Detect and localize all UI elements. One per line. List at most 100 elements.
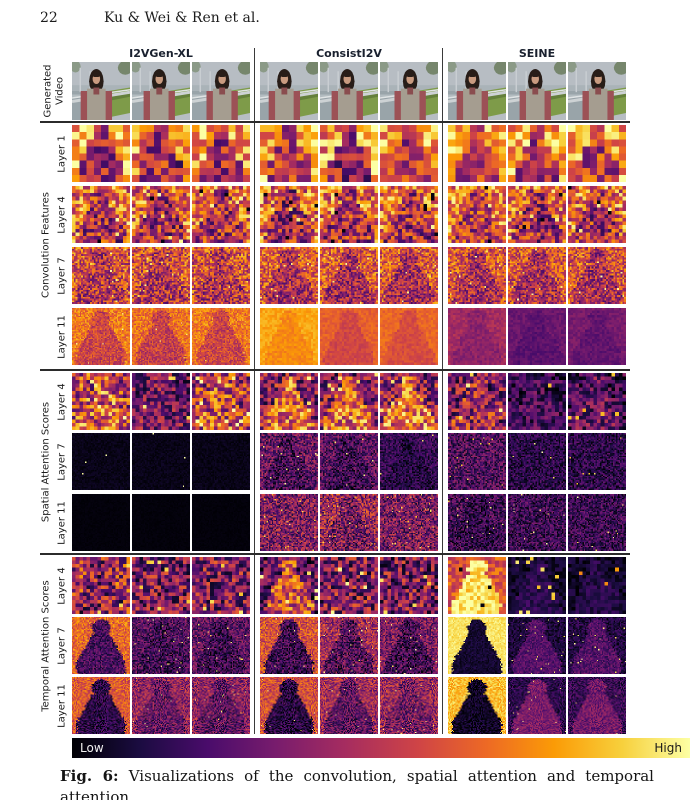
heatmap-cell-I2VGen-XL-f3 bbox=[192, 433, 250, 490]
heatmap-cell-ConsistI2V-f3 bbox=[380, 125, 438, 182]
heatmap-cell-I2VGen-XL-f1 bbox=[72, 677, 130, 734]
heatmap-cell-SEINE-f1 bbox=[448, 186, 506, 243]
heatmap-cell-ConsistI2V-f1 bbox=[260, 186, 318, 243]
page-number: 22 bbox=[40, 10, 58, 26]
heatmap-cell-I2VGen-XL-f1 bbox=[72, 247, 130, 304]
heatmap-cell-SEINE-f3 bbox=[568, 308, 626, 365]
heatmap-cell-ConsistI2V-f1 bbox=[260, 677, 318, 734]
heatmap-cell-ConsistI2V-f3 bbox=[380, 433, 438, 490]
section-separator bbox=[40, 121, 630, 123]
heatmap-cell-I2VGen-XL-f3 bbox=[192, 557, 250, 614]
heatmap-cell-I2VGen-XL-f2 bbox=[132, 677, 190, 734]
heatmap-cell-ConsistI2V-f3 bbox=[380, 617, 438, 674]
heatmap-cell-ConsistI2V-f3 bbox=[380, 308, 438, 365]
heatmap-cell-ConsistI2V-f2 bbox=[320, 557, 378, 614]
heatmap-cell-ConsistI2V-f3 bbox=[380, 247, 438, 304]
heatmap-cell-ConsistI2V-f1 bbox=[260, 617, 318, 674]
heatmap-cell-I2VGen-XL-f2 bbox=[132, 557, 190, 614]
colorbar-low-label: Low bbox=[80, 741, 104, 755]
row-label-layer-4: Layer 4 bbox=[56, 195, 68, 234]
heatmap-cell-SEINE-f1 bbox=[448, 433, 506, 490]
heatmap-cell-SEINE-f3 bbox=[568, 677, 626, 734]
video-frame-I2VGen-XL-f2 bbox=[132, 62, 190, 120]
running-authors: Ku & Wei & Ren et al. bbox=[104, 10, 260, 26]
heatmap-cell-I2VGen-XL-f2 bbox=[132, 373, 190, 430]
video-frame-SEINE-f1 bbox=[448, 62, 506, 120]
row-label-layer-11: Layer 11 bbox=[56, 500, 68, 545]
heatmap-cell-SEINE-f1 bbox=[448, 677, 506, 734]
row-label-layer-7: Layer 7 bbox=[56, 626, 68, 665]
figure-caption: Fig. 6: Visualizations of the convolutio… bbox=[60, 766, 654, 800]
heatmap-cell-SEINE-f2 bbox=[508, 494, 566, 551]
heatmap-cell-ConsistI2V-f2 bbox=[320, 494, 378, 551]
heatmap-cell-ConsistI2V-f2 bbox=[320, 308, 378, 365]
heatmap-cell-SEINE-f3 bbox=[568, 125, 626, 182]
heatmap-cell-I2VGen-XL-f2 bbox=[132, 125, 190, 182]
heatmap-cell-I2VGen-XL-f2 bbox=[132, 433, 190, 490]
heatmap-cell-I2VGen-XL-f3 bbox=[192, 186, 250, 243]
heatmap-cell-SEINE-f2 bbox=[508, 373, 566, 430]
heatmap-cell-I2VGen-XL-f3 bbox=[192, 677, 250, 734]
heatmap-cell-ConsistI2V-f3 bbox=[380, 494, 438, 551]
heatmap-cell-ConsistI2V-f3 bbox=[380, 373, 438, 430]
model-group-divider bbox=[442, 48, 443, 734]
column-header-consisti2v: ConsistI2V bbox=[316, 47, 382, 60]
heatmap-cell-SEINE-f2 bbox=[508, 125, 566, 182]
heatmap-cell-SEINE-f3 bbox=[568, 247, 626, 304]
heatmap-cell-I2VGen-XL-f1 bbox=[72, 494, 130, 551]
heatmap-cell-SEINE-f3 bbox=[568, 617, 626, 674]
section-label-spatial-attention-scores: Spatial Attention Scores bbox=[40, 401, 52, 523]
heatmap-cell-ConsistI2V-f2 bbox=[320, 186, 378, 243]
video-frame-ConsistI2V-f2 bbox=[320, 62, 378, 120]
video-frame-SEINE-f2 bbox=[508, 62, 566, 120]
heatmap-cell-SEINE-f2 bbox=[508, 557, 566, 614]
heatmap-cell-ConsistI2V-f2 bbox=[320, 247, 378, 304]
heatmap-cell-ConsistI2V-f1 bbox=[260, 308, 318, 365]
heatmap-cell-SEINE-f2 bbox=[508, 433, 566, 490]
heatmap-cell-SEINE-f1 bbox=[448, 308, 506, 365]
section-label-temporal-attention-scores: Temporal Attention Scores bbox=[40, 579, 52, 712]
heatmap-cell-SEINE-f1 bbox=[448, 247, 506, 304]
heatmap-cell-ConsistI2V-f1 bbox=[260, 433, 318, 490]
row-label-layer-11: Layer 11 bbox=[56, 314, 68, 359]
heatmap-cell-SEINE-f2 bbox=[508, 677, 566, 734]
heatmap-cell-I2VGen-XL-f3 bbox=[192, 617, 250, 674]
row-label-generated-video: Generated Video bbox=[42, 64, 66, 118]
heatmap-cell-SEINE-f3 bbox=[568, 494, 626, 551]
heatmap-cell-SEINE-f3 bbox=[568, 186, 626, 243]
heatmap-cell-SEINE-f3 bbox=[568, 373, 626, 430]
heatmap-cell-SEINE-f1 bbox=[448, 494, 506, 551]
heatmap-cell-SEINE-f1 bbox=[448, 557, 506, 614]
heatmap-cell-I2VGen-XL-f2 bbox=[132, 308, 190, 365]
video-frame-ConsistI2V-f1 bbox=[260, 62, 318, 120]
row-label-layer-4: Layer 4 bbox=[56, 382, 68, 421]
caption-text-1: Visualizations of the convolution, spati… bbox=[60, 767, 654, 800]
heatmap-cell-I2VGen-XL-f1 bbox=[72, 617, 130, 674]
row-label-layer-4: Layer 4 bbox=[56, 566, 68, 605]
heatmap-cell-I2VGen-XL-f1 bbox=[72, 308, 130, 365]
column-header-i2vgen-xl: I2VGen-XL bbox=[129, 47, 193, 60]
video-frame-I2VGen-XL-f3 bbox=[192, 62, 250, 120]
heatmap-cell-I2VGen-XL-f3 bbox=[192, 494, 250, 551]
heatmap-cell-I2VGen-XL-f1 bbox=[72, 125, 130, 182]
heatmap-cell-ConsistI2V-f2 bbox=[320, 433, 378, 490]
heatmap-cell-I2VGen-XL-f3 bbox=[192, 308, 250, 365]
heatmap-cell-ConsistI2V-f3 bbox=[380, 677, 438, 734]
video-frame-SEINE-f3 bbox=[568, 62, 626, 120]
heatmap-cell-I2VGen-XL-f2 bbox=[132, 247, 190, 304]
heatmap-cell-I2VGen-XL-f1 bbox=[72, 433, 130, 490]
heatmap-cell-I2VGen-XL-f1 bbox=[72, 186, 130, 243]
caption-line-1: Fig. 6: Visualizations of the convolutio… bbox=[60, 766, 654, 800]
heatmap-cell-I2VGen-XL-f3 bbox=[192, 373, 250, 430]
video-frame-I2VGen-XL-f1 bbox=[72, 62, 130, 120]
section-separator bbox=[40, 369, 630, 371]
row-label-layer-7: Layer 7 bbox=[56, 442, 68, 481]
section-label-convolution-features: Convolution Features bbox=[40, 192, 52, 298]
heatmap-cell-ConsistI2V-f2 bbox=[320, 125, 378, 182]
section-separator bbox=[40, 553, 630, 555]
heatmap-cell-I2VGen-XL-f3 bbox=[192, 247, 250, 304]
row-label-layer-1: Layer 1 bbox=[56, 134, 68, 173]
heatmap-cell-I2VGen-XL-f3 bbox=[192, 125, 250, 182]
heatmap-cell-ConsistI2V-f1 bbox=[260, 373, 318, 430]
